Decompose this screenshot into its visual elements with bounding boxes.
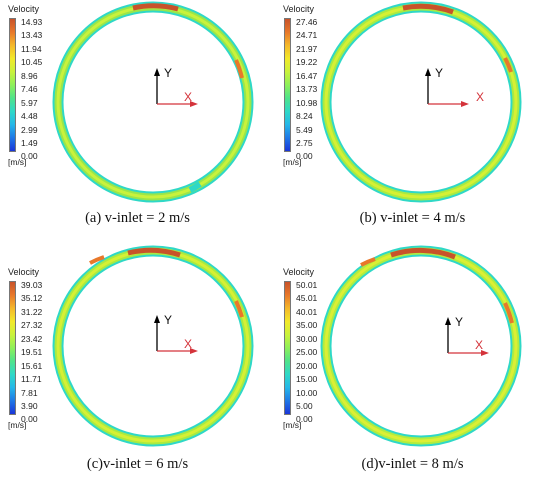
legend-tick: 5.97 <box>21 98 38 108</box>
legend-tick: 24.71 <box>296 30 318 40</box>
legend-tick: 2.75 <box>296 138 313 148</box>
legend-tick: 1.49 <box>21 138 38 148</box>
ring-contour-c <box>52 245 254 447</box>
legend-tick: 20.00 <box>296 361 318 371</box>
legend-tick: 5.49 <box>296 125 313 135</box>
legend-tick: 15.00 <box>296 374 318 384</box>
colorbar <box>284 18 291 152</box>
legend-unit: [m/s] <box>283 420 302 430</box>
x-axis-label: X <box>184 90 193 104</box>
legend-tick: 27.32 <box>21 320 43 330</box>
legend-tick: 11.71 <box>21 374 42 384</box>
x-axis-label: X <box>184 337 193 351</box>
legend-tick: 30.00 <box>296 334 318 344</box>
legend-tick: 35.12 <box>21 293 43 303</box>
panel-caption: (a) v-inlet = 2 m/s <box>85 210 190 226</box>
legend-tick: 4.48 <box>21 111 38 121</box>
legend-tick: 13.43 <box>21 30 43 40</box>
legend-tick: 5.00 <box>296 401 313 411</box>
contour-panel-a: Y X Velocity 14.93 13.43 11.94 10.45 8.9… <box>0 0 275 241</box>
x-axis-label: X <box>475 338 484 352</box>
ring-contour-b <box>320 1 522 203</box>
colorbar <box>9 281 16 415</box>
legend-tick: 7.81 <box>21 388 38 398</box>
colorbar <box>284 281 291 415</box>
legend-unit: [m/s] <box>8 157 27 167</box>
legend-tick: 10.98 <box>296 98 318 108</box>
legend-title: Velocity <box>8 4 40 14</box>
legend-tick: 35.00 <box>296 320 318 330</box>
legend-tick: 13.73 <box>296 84 318 94</box>
legend-tick: 8.24 <box>296 111 313 121</box>
legend-tick: 23.42 <box>21 334 43 344</box>
legend-title: Velocity <box>283 267 315 277</box>
legend-tick: 25.00 <box>296 347 318 357</box>
panel-caption: (d)v-inlet = 8 m/s <box>361 456 464 472</box>
legend-tick: 31.22 <box>21 307 43 317</box>
panel-caption: (c)v-inlet = 6 m/s <box>86 456 189 472</box>
y-axis-label: Y <box>164 66 173 80</box>
legend-tick: 50.01 <box>296 280 318 290</box>
legend-title: Velocity <box>8 267 40 277</box>
legend-tick: 10.45 <box>21 57 43 67</box>
legend-tick: 45.01 <box>296 293 318 303</box>
legend-tick: 39.03 <box>21 280 43 290</box>
legend-title: Velocity <box>283 4 315 14</box>
panel-caption: (b) v-inlet = 4 m/s <box>359 210 466 226</box>
legend-unit: [m/s] <box>8 420 27 430</box>
legend-tick: 7.46 <box>21 84 38 94</box>
legend-tick: 0.00 <box>296 151 313 161</box>
y-axis-label: Y <box>164 313 173 327</box>
legend-unit: [m/s] <box>283 157 302 167</box>
ring-contour-a <box>52 1 254 203</box>
contour-panel-c: Y X Velocity 39.03 35.12 31.22 27.32 23.… <box>0 241 275 482</box>
legend-tick: 0.00 <box>21 414 38 424</box>
ring-contour-d <box>320 245 522 447</box>
legend-tick: 14.93 <box>21 17 43 27</box>
legend-tick: 19.22 <box>296 57 318 67</box>
legend-tick: 3.90 <box>21 401 38 411</box>
legend-tick: 0.00 <box>296 414 313 424</box>
legend-tick: 10.00 <box>296 388 318 398</box>
legend-tick: 19.51 <box>21 347 43 357</box>
x-axis-label: X <box>476 90 485 104</box>
legend-tick: 16.47 <box>296 71 318 81</box>
y-axis-label: Y <box>435 66 444 80</box>
legend-tick: 0.00 <box>21 151 38 161</box>
y-axis-label: Y <box>455 315 464 329</box>
legend-tick: 27.46 <box>296 17 318 27</box>
legend-tick: 40.01 <box>296 307 318 317</box>
legend-tick: 21.97 <box>296 44 318 54</box>
legend-tick: 15.61 <box>21 361 43 371</box>
colorbar <box>9 18 16 152</box>
contour-panel-d: Y X Velocity 50.01 45.01 40.01 35.00 30.… <box>275 241 550 482</box>
legend-tick: 8.96 <box>21 71 38 81</box>
legend-tick: 11.94 <box>21 44 42 54</box>
contour-panel-b: Y X Velocity 27.46 24.71 21.97 19.22 16.… <box>275 0 550 241</box>
legend-tick: 2.99 <box>21 125 38 135</box>
